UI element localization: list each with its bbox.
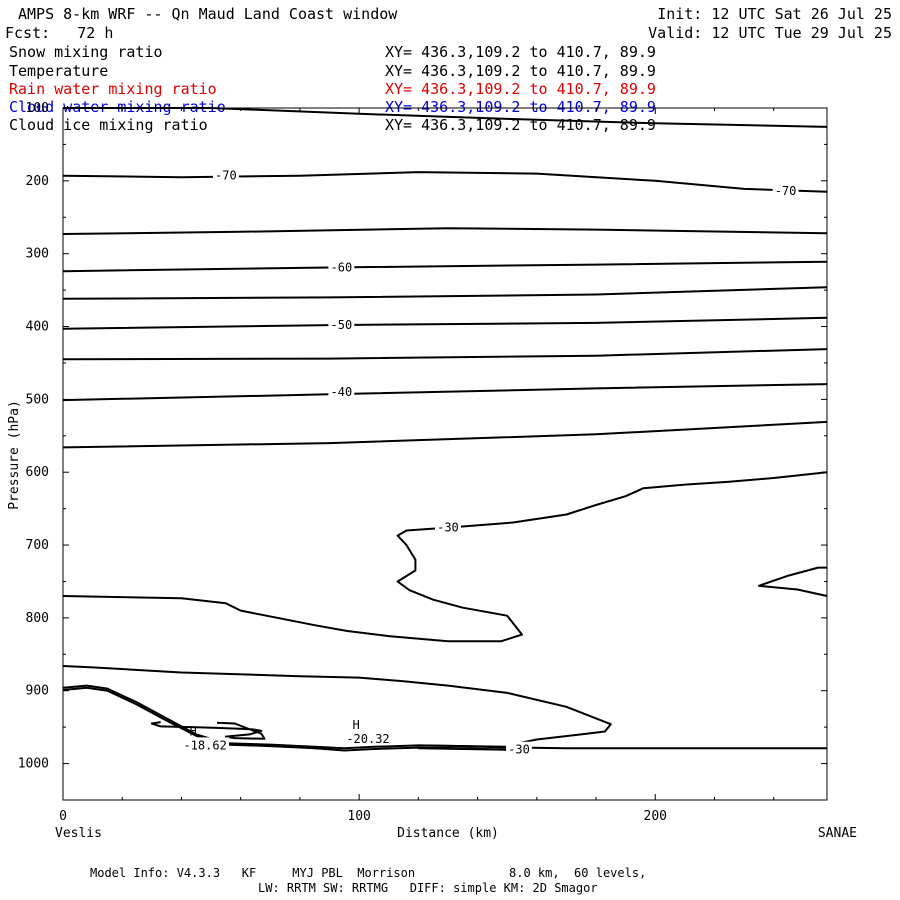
contour-label: -18.62 <box>183 738 226 752</box>
contour-label-bg <box>506 741 532 756</box>
contour-label: -70 <box>775 184 797 198</box>
field-xy-cloud-ice: XY= 436.3,109.2 to 410.7, 89.9 <box>385 116 656 134</box>
model-info-line2: LW: RRTM SW: RRTMG DIFF: simple KM: 2D S… <box>258 881 598 895</box>
contour-label-bg <box>435 519 461 534</box>
model-info-line1: Model Info: V4.3.3 KF MYJ PBL Morrison 8… <box>90 866 647 880</box>
field-xy-snow: XY= 436.3,109.2 to 410.7, 89.9 <box>385 43 656 61</box>
contour-label-bg <box>328 317 355 332</box>
endpoint-left-label: Veslis <box>55 826 102 841</box>
x-axis-label: Distance (km) <box>397 826 499 841</box>
contour-label: -20.32 <box>346 732 389 746</box>
chart-title: AMPS 8-km WRF -- Qn Maud Land Coast wind… <box>18 5 398 23</box>
contour-label: -30 <box>437 521 459 535</box>
high-marker: H <box>353 718 360 732</box>
temperature-contour-line <box>63 107 828 128</box>
temperature-contour-line <box>62 171 828 193</box>
y-tick-label: 800 <box>26 611 49 626</box>
y-tick-label: 900 <box>26 684 49 699</box>
y-tick-label: 200 <box>26 174 49 189</box>
temperature-contour-line <box>62 260 828 273</box>
temperature-contour-line <box>62 686 508 752</box>
temperature-contour-line <box>757 566 828 597</box>
temperature-contour-line <box>62 471 828 643</box>
temperature-contour-line <box>62 316 828 330</box>
temperature-contour-line <box>62 665 827 750</box>
field-xy-temperature: XY= 436.3,109.2 to 410.7, 89.9 <box>385 62 656 80</box>
plot-frame <box>62 107 828 801</box>
y-tick-label: 300 <box>26 247 49 262</box>
temperature-contour-line <box>62 348 828 361</box>
endpoint-right-label: SANAE <box>818 826 857 841</box>
y-tick-label: 500 <box>26 392 49 407</box>
temperature-contour-line <box>62 227 828 235</box>
contour-label-bg <box>328 384 355 399</box>
x-tick-label: 200 <box>644 809 667 824</box>
field-name-snow: Snow mixing ratio <box>9 43 163 61</box>
valid-time: Valid: 12 UTC Tue 29 Jul 25 <box>648 24 892 42</box>
temperature-contour-line <box>62 286 828 300</box>
forecast-hour: Fcst: 72 h <box>5 24 114 42</box>
contour-label-bg <box>181 737 230 752</box>
y-tick-label: 400 <box>26 320 49 335</box>
contour-label-bg <box>344 730 392 745</box>
init-time: Init: 12 UTC Sat 26 Jul 25 <box>657 5 892 23</box>
temperature-contour-line <box>62 420 828 449</box>
temperature-contour-line <box>62 383 828 402</box>
contour-label-bg <box>212 167 239 182</box>
contour-label: -30 <box>508 743 530 757</box>
field-name-cloud-ice: Cloud ice mixing ratio <box>9 116 208 134</box>
y-tick-label: 600 <box>26 465 49 480</box>
field-xy-rain: XY= 436.3,109.2 to 410.7, 89.9 <box>385 80 656 98</box>
y-axis-label: Pressure (hPa) <box>7 400 22 510</box>
y-tick-label: 100 <box>26 101 49 116</box>
x-tick-label: 100 <box>347 809 370 824</box>
contour-label: -60 <box>331 261 353 275</box>
contour-label-bg <box>772 183 799 198</box>
y-tick-label: 700 <box>26 538 49 553</box>
x-tick-label: 0 <box>59 809 67 824</box>
field-name-rain: Rain water mixing ratio <box>9 80 217 98</box>
contour-label: -50 <box>331 318 353 332</box>
temperature-contour-line <box>150 721 266 740</box>
contour-label: -40 <box>331 385 353 399</box>
field-name-temperature: Temperature <box>9 62 109 80</box>
temperature-contour-line <box>62 684 508 750</box>
high-marker: H <box>190 725 197 739</box>
contour-label: -70 <box>215 169 237 183</box>
field-xy-cloud-water: XY= 436.3,109.2 to 410.7, 89.9 <box>385 98 656 116</box>
y-tick-label: 1000 <box>18 757 49 772</box>
contour-label-bg <box>328 259 355 274</box>
